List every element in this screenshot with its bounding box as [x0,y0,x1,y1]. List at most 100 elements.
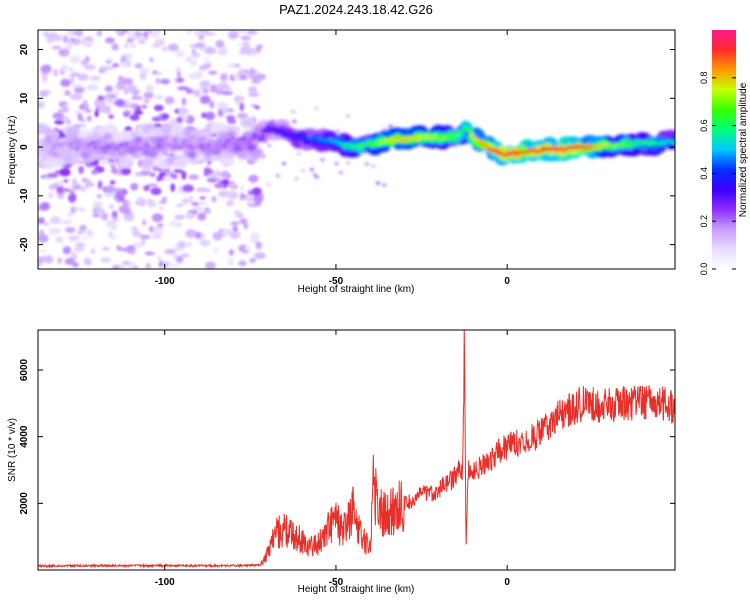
heatmap-ridge-blob [52,145,57,149]
heatmap-ridge-blob [220,139,226,143]
heatmap-noise-speck [132,230,141,238]
heatmap-noise-speck [208,70,218,75]
heatmap-noise-speck [112,90,121,95]
heatmap-noise-speck [94,99,100,108]
heatmap-noise-speck [82,99,88,109]
heatmap-noise-speck [143,185,150,192]
heatmap-noise-speck [87,232,94,239]
y-tick-label: -10 [19,188,30,203]
y-tick-label: 10 [19,92,30,104]
heatmap-noise-speck [71,92,83,101]
heatmap-ridge-blob [459,130,464,135]
heatmap-ridge-blob [132,141,137,146]
heatmap-noise-speck [236,210,242,216]
heatmap-noise-speck [375,181,381,186]
heatmap-noise-speck [71,30,84,36]
heatmap-ridge-blob [493,148,499,152]
heatmap-noise-speck [255,241,262,250]
heatmap-x-axis-label: Height of straight line (km) [298,284,415,295]
heatmap-noise-speck [335,128,341,133]
heatmap-noise-speck [145,84,155,93]
heatmap-ridge-blob [169,147,174,151]
heatmap-ridge-blob [60,147,65,152]
heatmap-noise-speck [63,179,69,183]
heatmap-noise-speck [220,73,228,82]
heatmap-noise-speck [85,259,92,266]
heatmap-noise-speck [97,180,103,190]
heatmap-noise-speck [67,211,73,217]
heatmap-ridge-blob [181,142,187,147]
heatmap-noise-speck [154,38,166,47]
heatmap-ridge-blob [58,144,63,148]
heatmap-noise-speck [131,226,138,232]
heatmap-noise-speck [134,63,143,69]
heatmap-noise-speck [239,192,245,201]
heatmap-noise-speck [215,90,225,95]
heatmap-ridge-blob [72,144,78,148]
heatmap-noise-speck [221,228,233,236]
colorbar-tick-label: 0.0 [699,263,709,276]
heatmap-noise-speck [48,192,54,199]
heatmap-noise-speck [151,213,164,222]
heatmap-noise-speck [79,224,87,232]
heatmap-ridge-layer [38,117,675,171]
heatmap-noise-speck [125,201,132,205]
y-tick-label: 2000 [19,492,30,515]
heatmap-noise-speck [226,183,236,188]
heatmap-noise-speck [227,258,234,267]
heatmap-noise-speck [150,34,160,38]
heatmap-noise-speck [93,205,102,214]
heatmap-noise-speck [58,48,70,57]
y-tick-label: 0 [19,144,30,150]
snr-x-axis-label: Height of straight line (km) [298,584,415,595]
heatmap-noise-speck [168,221,180,226]
heatmap-ridge-blob [672,139,675,144]
heatmap-noise-speck [136,105,141,113]
heatmap-noise-speck [98,69,105,74]
heatmap-noise-speck [81,236,87,240]
heatmap-noise-speck [42,222,50,226]
heatmap-noise-speck [62,35,68,44]
heatmap-noise-speck [157,223,164,228]
heatmap-noise-speck [381,127,387,132]
heatmap-noise-speck [216,84,227,91]
heatmap-noise-speck [244,197,254,201]
heatmap-noise-speck [249,67,256,75]
heatmap-noise-speck [242,40,250,49]
heatmap-noise-speck [266,143,272,148]
heatmap-noise-speck [275,173,281,178]
heatmap-ridge-blob [255,134,261,139]
heatmap-noise-speck [205,111,216,121]
heatmap-noise-speck [64,45,74,50]
heatmap-noise-speck [127,84,138,93]
heatmap-noise-speck [61,219,73,225]
heatmap-noise-speck [103,66,115,70]
heatmap-noise-speck [253,198,262,207]
heatmap-noise-speck [73,262,79,268]
heatmap-noise-speck [334,161,339,166]
heatmap-ridge-blob [222,144,228,149]
heatmap-noise-speck [77,230,85,235]
heatmap-noise-speck [247,200,256,205]
y-tick-label: 20 [19,44,30,56]
heatmap-noise-speck [71,72,81,76]
heatmap-ridge-blob [245,137,250,142]
heatmap-noise-speck [100,257,111,263]
heatmap-noise-speck [177,185,183,194]
heatmap-noise-speck [58,168,71,177]
snr-y-axis-label: SNR (10 * v/v) [7,418,18,482]
heatmap-ridge-blob [202,141,207,146]
heatmap-noise-speck [48,227,58,236]
heatmap-noise-speck [105,185,115,193]
heatmap-noise-speck [163,175,173,182]
heatmap-y-axis-label: Frequency (Hz) [7,116,18,185]
heatmap-noise-speck [140,234,151,239]
heatmap-noise-speck [192,89,202,97]
heatmap-noise-speck [109,180,116,185]
snr-panel: -100 -50 0 2000 4000 6000 Height of straight… [7,329,676,595]
heatmap-noise-speck [62,246,72,255]
heatmap-ridge-blob [80,141,86,145]
heatmap-noise-speck [222,91,234,95]
heatmap-ridge-blob [91,140,96,145]
heatmap-noise-speck [154,95,164,100]
